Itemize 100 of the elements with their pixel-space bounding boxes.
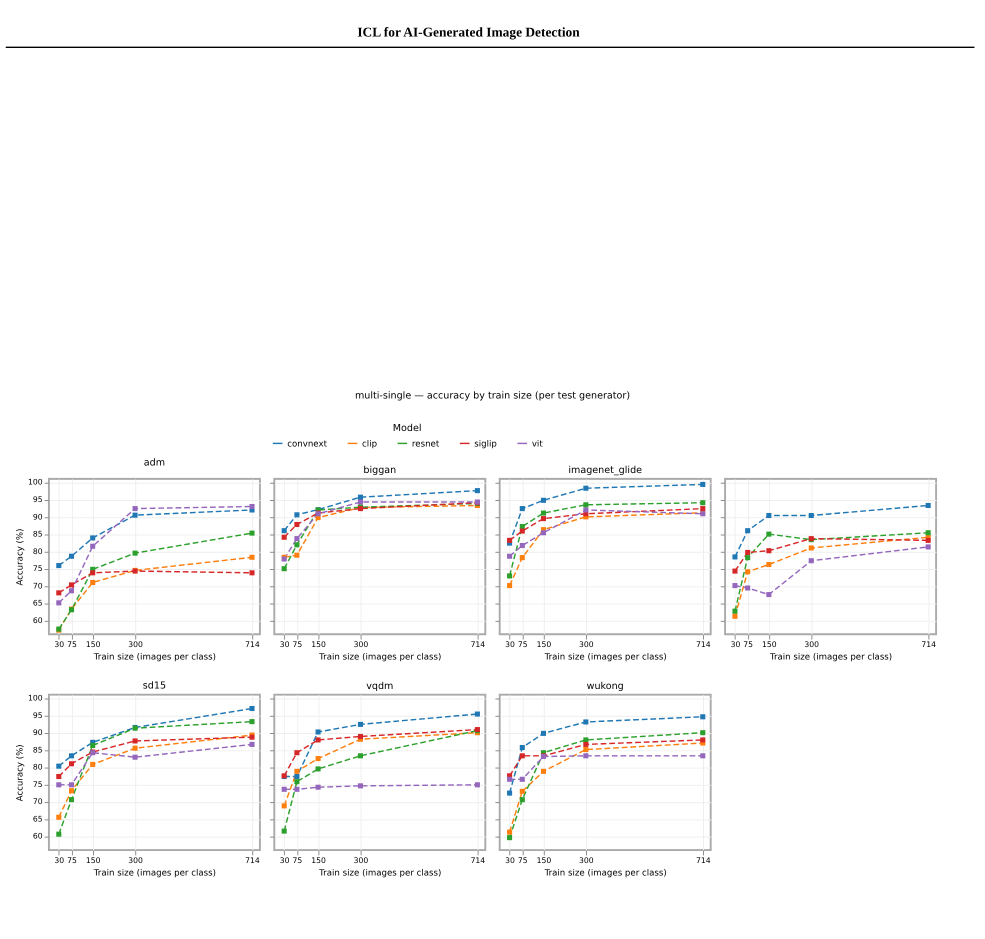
point — [700, 500, 706, 506]
x-tick-label: 75 — [67, 856, 77, 866]
point — [249, 570, 255, 576]
point — [474, 711, 480, 717]
y-axis-title: Accuracy (%) — [15, 744, 26, 802]
point — [68, 588, 74, 594]
x-axis-title: Train size (images per class) — [318, 868, 442, 878]
y-tick-label: 80 — [32, 762, 43, 772]
chart-title: biggan — [363, 465, 396, 476]
y-tick-label: 95 — [32, 710, 43, 720]
legend-label: vit — [532, 439, 544, 450]
point — [316, 737, 321, 742]
point — [56, 782, 62, 788]
x-tick-label: 75 — [518, 640, 528, 650]
y-tick-label: 75 — [32, 564, 43, 574]
point — [56, 590, 62, 596]
point — [926, 538, 931, 543]
point — [583, 486, 588, 491]
point — [474, 782, 480, 788]
point — [90, 742, 96, 748]
point — [294, 774, 300, 780]
point — [132, 550, 138, 556]
y-tick-label: 85 — [32, 745, 43, 754]
point — [700, 730, 706, 736]
point — [90, 762, 96, 767]
point — [358, 499, 363, 505]
y-tick-label: 75 — [32, 780, 43, 789]
chart-title: vqdm — [366, 680, 394, 692]
point — [90, 544, 96, 549]
point — [358, 734, 363, 740]
point — [583, 742, 588, 747]
point — [540, 516, 546, 522]
x-tick-label: 300 — [804, 640, 820, 650]
point — [294, 750, 300, 756]
point — [282, 803, 287, 808]
x-tick-label: 75 — [518, 856, 528, 866]
x-tick-label: 75 — [67, 640, 77, 650]
y-axis-title: Accuracy (%) — [15, 528, 26, 586]
point — [474, 488, 480, 494]
x-tick-label: 30 — [280, 856, 290, 866]
point — [68, 554, 74, 559]
point — [132, 512, 138, 518]
point — [520, 528, 525, 534]
point — [520, 506, 525, 512]
x-tick-label: 300 — [354, 640, 368, 650]
x-tick-label: 75 — [743, 640, 754, 650]
chart-title: sd15 — [142, 680, 166, 692]
x-tick-label: 714 — [470, 640, 486, 650]
text: multi-single — accuracy by train size (per test generator) — [354, 390, 630, 402]
x-tick-label: 150 — [536, 856, 552, 866]
x-axis-title: Train size (images per class) — [92, 868, 216, 878]
point — [56, 600, 62, 606]
x-tick-label: 300 — [354, 856, 368, 866]
point — [90, 535, 96, 540]
point — [745, 555, 750, 560]
x-tick-label: 150 — [762, 640, 777, 650]
x-tick-label: 300 — [128, 640, 143, 650]
x-tick-label: 150 — [536, 640, 552, 650]
y-tick-label: 100 — [28, 478, 43, 487]
y-tick-label: 60 — [32, 616, 43, 625]
x-tick-label: 300 — [579, 856, 594, 866]
x-tick-label: 30 — [505, 640, 516, 650]
point — [294, 542, 300, 548]
point — [294, 552, 300, 558]
point — [732, 554, 738, 560]
x-tick-label: 150 — [86, 640, 101, 650]
point — [56, 814, 62, 820]
text: ICL for AI-Generated Image Detection — [357, 24, 580, 40]
x-axis-title: Train size (images per class) — [318, 652, 442, 663]
point — [745, 569, 750, 574]
point — [766, 562, 772, 568]
point — [316, 766, 321, 772]
y-tick-label: 100 — [28, 694, 43, 703]
x-tick-label: 150 — [311, 640, 326, 650]
point — [249, 706, 255, 712]
point — [926, 502, 931, 508]
point — [358, 494, 363, 500]
point — [700, 737, 706, 742]
legend-label: siglip — [474, 439, 497, 450]
legend-title: Model — [392, 422, 422, 434]
point — [766, 548, 772, 554]
point — [540, 768, 546, 774]
point — [68, 797, 74, 802]
point — [700, 506, 706, 512]
x-tick-label: 714 — [696, 856, 711, 866]
point — [766, 532, 772, 537]
point — [700, 482, 706, 487]
point — [926, 530, 931, 536]
point — [90, 570, 96, 576]
point — [294, 786, 300, 792]
x-axis-title: Train size (images per class) — [544, 652, 667, 663]
point — [520, 788, 525, 794]
point — [732, 568, 738, 574]
point — [282, 528, 287, 534]
point — [358, 783, 363, 788]
x-tick-label: 714 — [470, 856, 486, 866]
y-tick-label: 65 — [32, 598, 43, 608]
point — [132, 746, 138, 751]
point — [316, 756, 321, 762]
y-tick-label: 60 — [32, 832, 43, 841]
